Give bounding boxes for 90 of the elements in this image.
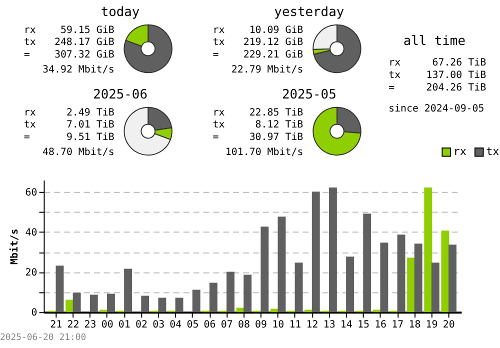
bar bbox=[56, 266, 64, 312]
bar bbox=[448, 244, 456, 312]
x-tick-label: 17 bbox=[392, 320, 404, 331]
x-tick-label: 05 bbox=[186, 320, 199, 331]
text: rx 2.49 TiB bbox=[24, 107, 114, 118]
bar bbox=[209, 282, 218, 312]
bar bbox=[397, 234, 406, 312]
x-tick-label: 12 bbox=[306, 320, 318, 331]
bar bbox=[226, 272, 234, 312]
bar bbox=[346, 256, 354, 312]
x-tick-label: 13 bbox=[323, 320, 336, 331]
legend-label: rx bbox=[453, 145, 467, 158]
donut-slice bbox=[124, 106, 171, 156]
text: all time bbox=[403, 34, 466, 49]
x-tick-label: 22 bbox=[67, 320, 80, 331]
bar bbox=[328, 188, 337, 312]
text: 48.70 Mbit/s bbox=[42, 147, 114, 158]
bar bbox=[124, 268, 132, 312]
y-tick-label: 60 bbox=[25, 187, 38, 198]
text: = 30.97 TiB bbox=[212, 132, 304, 144]
chart-title: 2025-06 bbox=[93, 87, 148, 102]
text: rx 10.09 GiB bbox=[212, 24, 304, 36]
text: 101.70 Mbit/s bbox=[225, 147, 304, 158]
bar bbox=[244, 274, 252, 312]
text: rx 59.15 GiB bbox=[24, 24, 114, 36]
bar bbox=[431, 262, 440, 312]
donut-slice bbox=[312, 106, 362, 156]
bar bbox=[380, 242, 388, 312]
bar bbox=[141, 296, 150, 312]
y-tick-label: 20 bbox=[25, 268, 38, 279]
text: 34.92 Mbit/s bbox=[42, 64, 114, 76]
chart-title: 2025-05 bbox=[282, 87, 336, 102]
y-tick-label: 0 bbox=[31, 308, 38, 319]
text: rx 67.26 TiB bbox=[388, 58, 486, 69]
x-tick-label: 10 bbox=[272, 320, 284, 331]
y-axis-title: Mbit/s bbox=[8, 228, 20, 265]
bar bbox=[407, 258, 416, 312]
x-tick-label: 21 bbox=[50, 320, 62, 331]
x-tick-label: 18 bbox=[408, 320, 421, 331]
donut-slice bbox=[313, 24, 362, 74]
text: rx 22.85 TiB bbox=[212, 107, 304, 118]
legend-label: tx bbox=[486, 145, 500, 158]
text: = 307.32 GiB bbox=[24, 50, 114, 61]
x-tick-label: 06 bbox=[204, 320, 216, 331]
x-tick-label: 08 bbox=[238, 320, 250, 331]
bar bbox=[441, 230, 450, 312]
bar bbox=[236, 308, 244, 312]
bar bbox=[363, 214, 372, 312]
donut-slice bbox=[124, 24, 172, 74]
bar bbox=[260, 226, 269, 312]
bar bbox=[424, 188, 432, 312]
text: 22.79 Mbit/s bbox=[231, 64, 304, 76]
bar bbox=[192, 290, 200, 312]
bar bbox=[66, 300, 74, 312]
text: since 2024-09-05 bbox=[388, 103, 484, 114]
chart-title: yesterday bbox=[274, 4, 344, 20]
x-tick-label: 09 bbox=[255, 320, 268, 331]
x-tick-label: 00 bbox=[101, 320, 114, 331]
bar bbox=[90, 294, 98, 312]
text: 2025-06-20 21:00 bbox=[0, 332, 86, 343]
x-tick-label: 01 bbox=[118, 320, 130, 331]
x-tick-label: 15 bbox=[357, 320, 370, 331]
text: tx 7.01 TiB bbox=[24, 119, 114, 130]
text: tx 8.12 TiB bbox=[212, 119, 304, 130]
text: = 204.26 TiB bbox=[388, 82, 486, 94]
x-tick-label: 07 bbox=[220, 320, 233, 331]
bar bbox=[294, 262, 303, 312]
x-tick-label: 11 bbox=[289, 320, 302, 331]
text: = 9.51 TiB bbox=[24, 132, 114, 144]
text: = 229.21 GiB bbox=[212, 50, 304, 61]
y-tick-label: 40 bbox=[25, 228, 38, 239]
text: tx 137.00 TiB bbox=[388, 70, 486, 82]
bar bbox=[158, 298, 166, 312]
bar bbox=[106, 294, 115, 312]
bar bbox=[175, 298, 184, 312]
x-tick-label: 14 bbox=[340, 320, 352, 331]
x-tick-label: 04 bbox=[170, 320, 182, 331]
x-tick-label: 16 bbox=[374, 320, 387, 331]
bar bbox=[278, 216, 286, 312]
x-tick-label: 03 bbox=[152, 320, 165, 331]
chart-title: today bbox=[100, 4, 140, 20]
x-tick-label: 20 bbox=[442, 320, 455, 331]
bar bbox=[414, 244, 422, 312]
text: tx 248.17 GiB bbox=[24, 36, 114, 48]
x-tick-label: 02 bbox=[136, 320, 148, 331]
bar bbox=[312, 192, 320, 312]
x-tick-label: 19 bbox=[426, 320, 438, 331]
x-tick-label: 23 bbox=[84, 320, 96, 331]
text: tx 219.12 GiB bbox=[212, 36, 304, 48]
bar bbox=[72, 292, 81, 312]
